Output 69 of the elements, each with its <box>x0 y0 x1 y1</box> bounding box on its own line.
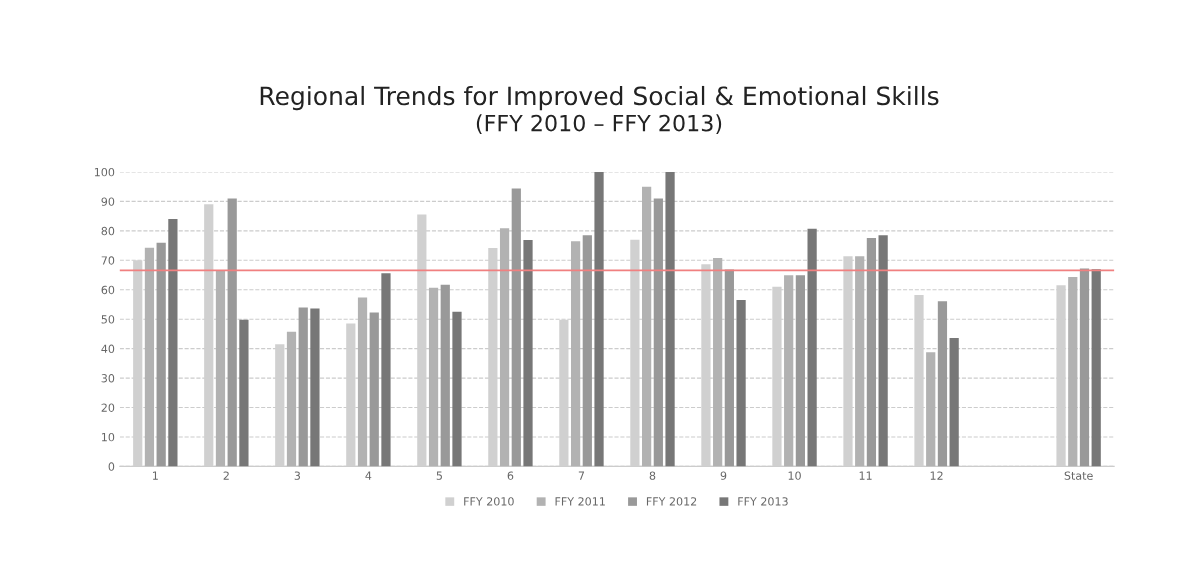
y-tick-label: 30 <box>101 374 115 383</box>
bar <box>523 239 533 467</box>
bar <box>369 312 379 467</box>
bar <box>1068 277 1078 467</box>
bar <box>239 319 249 467</box>
bar <box>156 242 166 467</box>
bar <box>227 198 237 467</box>
y-tick-label: 20 <box>101 403 115 412</box>
bar <box>499 228 510 467</box>
y-tick-label: 50 <box>101 315 115 324</box>
y-tick-label: 70 <box>101 256 115 265</box>
bar <box>784 275 794 467</box>
y-tick-label: 80 <box>101 226 115 236</box>
chart-title: Regional Trends for Improved Social & Emotional Skills <box>260 85 939 111</box>
x-tick-label: 12 <box>930 471 943 480</box>
x-tick-label: 4 <box>365 471 372 480</box>
bar <box>440 284 450 467</box>
bar <box>144 247 155 467</box>
legend-label: FFY 2012 <box>646 497 697 506</box>
bar <box>855 256 865 467</box>
y-tick-label: 90 <box>101 197 115 206</box>
x-tick-label: 6 <box>507 471 514 480</box>
y-tick-label: 0 <box>108 462 115 471</box>
chart-subtitle: (FFY 2010 – FFY 2013) <box>476 114 722 135</box>
x-tick-label: 5 <box>436 471 442 480</box>
bar <box>665 171 675 467</box>
x-tick-label: 11 <box>859 471 872 480</box>
bar <box>570 241 581 467</box>
x-tick-label: 9 <box>720 471 727 480</box>
bar <box>736 300 746 467</box>
bar <box>286 331 297 467</box>
bar <box>642 186 652 467</box>
bar <box>949 338 959 467</box>
bar <box>795 275 806 467</box>
bar <box>713 257 723 467</box>
bar <box>381 273 391 467</box>
bar <box>724 269 734 467</box>
bar <box>594 171 604 467</box>
bar <box>653 198 663 467</box>
x-tick-label: 1 <box>153 471 158 480</box>
bar <box>878 235 888 467</box>
x-tick-label: 2 <box>223 471 229 480</box>
bar <box>357 297 368 467</box>
legend-label: FFY 2010 <box>464 497 514 506</box>
bar <box>937 301 948 467</box>
legend-label: FFY 2011 <box>555 497 605 506</box>
x-tick-label: 10 <box>788 471 801 480</box>
y-tick-label: 60 <box>101 285 115 295</box>
bar <box>168 219 178 467</box>
bar <box>926 352 936 467</box>
bar <box>511 188 521 467</box>
bar <box>807 228 817 467</box>
x-tick-label: 3 <box>294 471 300 480</box>
x-tick-label: 7 <box>578 471 585 480</box>
bar <box>298 307 308 467</box>
bar <box>866 237 877 467</box>
bar <box>1079 268 1090 467</box>
bar <box>215 270 226 467</box>
bar <box>1091 269 1101 467</box>
y-tick-label: 40 <box>101 344 115 354</box>
bar <box>428 287 439 467</box>
x-tick-label: State <box>1064 471 1093 480</box>
bar <box>582 235 592 467</box>
x-tick-label: 8 <box>649 471 656 480</box>
y-tick-label: 100 <box>94 167 115 177</box>
y-tick-label: 10 <box>102 432 115 442</box>
bar <box>310 308 320 467</box>
legend-label: FFY 2013 <box>738 497 788 506</box>
bar <box>452 311 462 467</box>
